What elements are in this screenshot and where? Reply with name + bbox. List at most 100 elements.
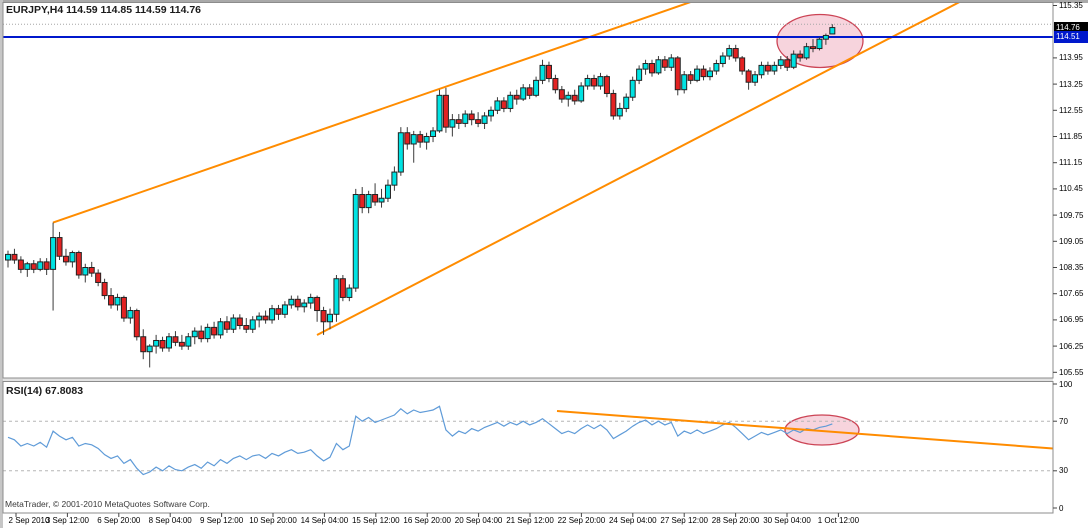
candle xyxy=(449,114,456,137)
price-tick-label: 109.05 xyxy=(1059,236,1084,246)
candle-body-bull xyxy=(166,336,172,349)
candle-body-bear xyxy=(95,272,102,283)
candle xyxy=(346,284,353,302)
candle xyxy=(230,314,237,334)
rsi-trendline[interactable] xyxy=(556,410,1053,450)
candle-body-bull xyxy=(449,119,456,128)
rsi-tick-label: 0 xyxy=(1059,503,1064,513)
candle xyxy=(797,50,804,62)
candle-body-bull xyxy=(758,64,765,76)
candle xyxy=(494,97,501,115)
candle xyxy=(352,188,359,292)
candle xyxy=(262,310,269,324)
candle-body-bull xyxy=(578,85,585,102)
candle-body-bear xyxy=(314,296,321,312)
window-top-edge xyxy=(0,0,1088,3)
candle xyxy=(829,24,836,35)
candle xyxy=(301,299,308,313)
candle xyxy=(500,97,507,113)
candle-body-bear xyxy=(275,308,282,315)
candle-body-bull xyxy=(539,64,546,81)
candle-body-bear xyxy=(687,74,694,81)
candle xyxy=(288,295,295,309)
candle-body-bear xyxy=(159,339,166,349)
candle xyxy=(507,91,514,113)
candle-body-bear xyxy=(526,87,533,96)
candle xyxy=(526,84,533,100)
candle xyxy=(636,65,643,85)
candle xyxy=(359,187,366,214)
candle xyxy=(558,85,565,103)
candle-body-bear xyxy=(108,295,115,306)
candle xyxy=(294,295,301,311)
candle-body-bear xyxy=(236,317,243,327)
candle-body-bull xyxy=(281,304,288,315)
pane-separator[interactable] xyxy=(3,378,1053,382)
candle-body-bull xyxy=(146,345,153,353)
candle xyxy=(417,130,424,148)
candle xyxy=(140,329,147,360)
candle-body-bear xyxy=(62,255,69,263)
candle-body-bear xyxy=(475,119,482,124)
candle-body-bear xyxy=(172,336,179,343)
candle-body-bear xyxy=(88,267,95,274)
rsi-pane-border xyxy=(2,381,1054,514)
candle xyxy=(256,312,263,328)
time-tick-label: 24 Sep 04:00 xyxy=(608,516,657,525)
candle xyxy=(114,293,121,311)
candle xyxy=(777,56,784,70)
price-tick-label: 111.15 xyxy=(1059,158,1083,168)
candle-body-bull xyxy=(391,171,398,186)
candle xyxy=(700,65,707,81)
time-tick-label: 3 Sep 12:00 xyxy=(45,516,89,525)
candle xyxy=(668,54,675,72)
candle xyxy=(584,74,591,90)
time-tick-label: 8 Sep 04:00 xyxy=(148,516,192,525)
candle xyxy=(758,61,765,79)
time-tick-label: 10 Sep 20:00 xyxy=(249,516,297,525)
candle-body-bull xyxy=(494,100,501,111)
candle xyxy=(249,316,256,334)
candle-body-bear xyxy=(603,76,610,94)
candle xyxy=(88,261,95,277)
candle xyxy=(533,76,540,98)
candle xyxy=(127,306,134,324)
time-tick-label: 21 Sep 12:00 xyxy=(506,516,554,525)
candle xyxy=(694,65,701,83)
candle-body-bull xyxy=(803,46,810,59)
price-tick-label: 115.35 xyxy=(1059,1,1083,10)
candle xyxy=(372,183,379,206)
candle xyxy=(320,306,327,335)
rsi-highlight-ellipse[interactable] xyxy=(784,414,860,446)
candle-body-bull xyxy=(5,253,11,261)
candle-body-bear xyxy=(198,330,205,340)
candle-body-bear xyxy=(243,325,250,330)
candle xyxy=(597,72,604,90)
candle xyxy=(816,37,823,51)
candle xyxy=(706,67,713,81)
candle-body-bear xyxy=(739,57,746,72)
candle-body-bear xyxy=(610,92,617,117)
lower-channel-trendline[interactable] xyxy=(316,0,975,336)
price-tick-label: 106.95 xyxy=(1059,315,1084,325)
candle-body-bull xyxy=(378,197,385,203)
candle-body-bear xyxy=(30,263,37,270)
candle xyxy=(655,56,662,75)
candle xyxy=(108,288,115,309)
candle-body-bull xyxy=(269,308,276,321)
candle xyxy=(211,321,218,339)
candle xyxy=(101,278,108,300)
candle xyxy=(153,334,160,354)
price-tick-label: 113.95 xyxy=(1059,53,1083,63)
candle xyxy=(488,106,494,122)
candle xyxy=(462,110,469,128)
axis-ticks xyxy=(15,5,1057,517)
hline-price-badge: 114.51 xyxy=(1054,30,1088,43)
candle xyxy=(642,59,649,75)
candle-body-bear xyxy=(17,259,24,270)
price-tick-label: 109.75 xyxy=(1059,210,1084,220)
candle xyxy=(455,114,462,130)
time-tick-label: 30 Sep 04:00 xyxy=(763,516,811,525)
candle-body-bull xyxy=(204,326,211,340)
